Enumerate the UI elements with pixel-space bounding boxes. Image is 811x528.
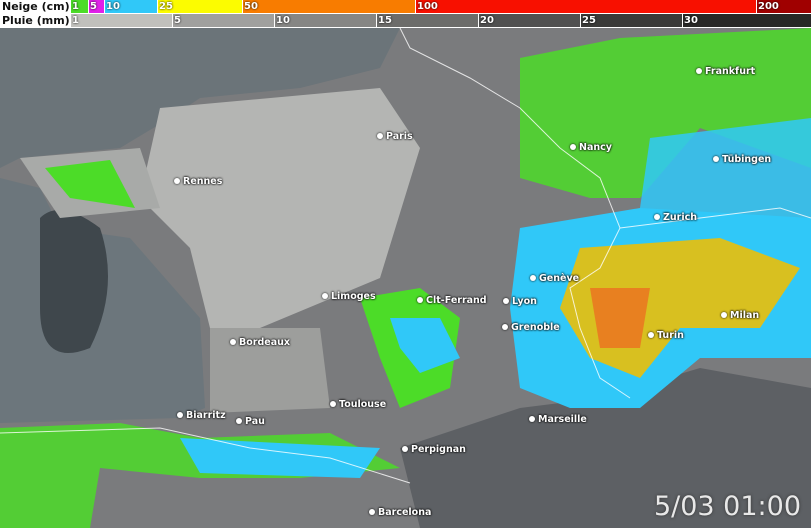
snow-legend-step: 1: [70, 0, 88, 13]
snow-legend-step: 5: [88, 0, 104, 13]
snow-massif-central-core: [390, 318, 460, 373]
city-label: Grenoble: [502, 323, 560, 333]
city-label: Toulouse: [330, 400, 386, 410]
rain-legend-step: 20: [478, 14, 580, 27]
snow-legend-step: 100: [415, 0, 756, 13]
city-label: Clt-Ferrand: [417, 296, 487, 306]
sea-deep: [40, 210, 108, 353]
snow-alps-max: [590, 288, 650, 348]
city-label: Genève: [530, 274, 579, 284]
city-label: Turin: [648, 331, 684, 341]
snow-legend-step: 10: [104, 0, 157, 13]
city-label: Zurich: [654, 213, 697, 223]
rain-legend-label: Pluie (mm): [2, 14, 70, 27]
snow-legend: Neige (cm) 1 5 10 25 50 100 200: [0, 0, 811, 13]
sea-mediterranean: [400, 368, 811, 528]
city-label: Limoges: [322, 292, 376, 302]
snow-legend-label: Neige (cm): [2, 0, 70, 13]
snow-legend-step: 50: [242, 0, 415, 13]
city-label: Perpignan: [402, 445, 466, 455]
city-label: Tübingen: [713, 155, 771, 165]
city-label: Pau: [236, 417, 265, 427]
rain-legend-step: 25: [580, 14, 682, 27]
city-label: Rennes: [174, 177, 222, 187]
city-label: Frankfurt: [696, 67, 755, 77]
city-label: Biarritz: [177, 411, 226, 421]
snow-legend-step: 25: [157, 0, 242, 13]
rain-legend-step: 15: [376, 14, 478, 27]
snow-legend-step: 200: [756, 0, 811, 13]
snow-pyrenees-core: [180, 438, 380, 478]
city-label: Lyon: [503, 297, 537, 307]
rain-southwest: [210, 328, 330, 413]
rain-legend-step: 1: [70, 14, 172, 27]
city-label: Marseille: [529, 415, 587, 425]
timestamp: 5/03 01:00: [653, 491, 801, 522]
city-label: Bordeaux: [230, 338, 290, 348]
city-label: Nancy: [570, 143, 612, 153]
city-label: Milan: [721, 311, 759, 321]
rain-legend: Pluie (mm) 1 5 10 15 20 25 30: [0, 14, 811, 27]
sea-channel: [0, 28, 400, 168]
borders: [0, 28, 811, 484]
city-label: Paris: [377, 132, 413, 142]
rain-legend-step: 30: [682, 14, 811, 27]
snow-brittany: [45, 160, 135, 208]
rain-legend-step: 5: [172, 14, 274, 27]
city-label: Barcelona: [369, 508, 431, 518]
weather-map[interactable]: [0, 28, 811, 528]
rain-area: [140, 88, 420, 328]
rain-legend-step: 10: [274, 14, 376, 27]
